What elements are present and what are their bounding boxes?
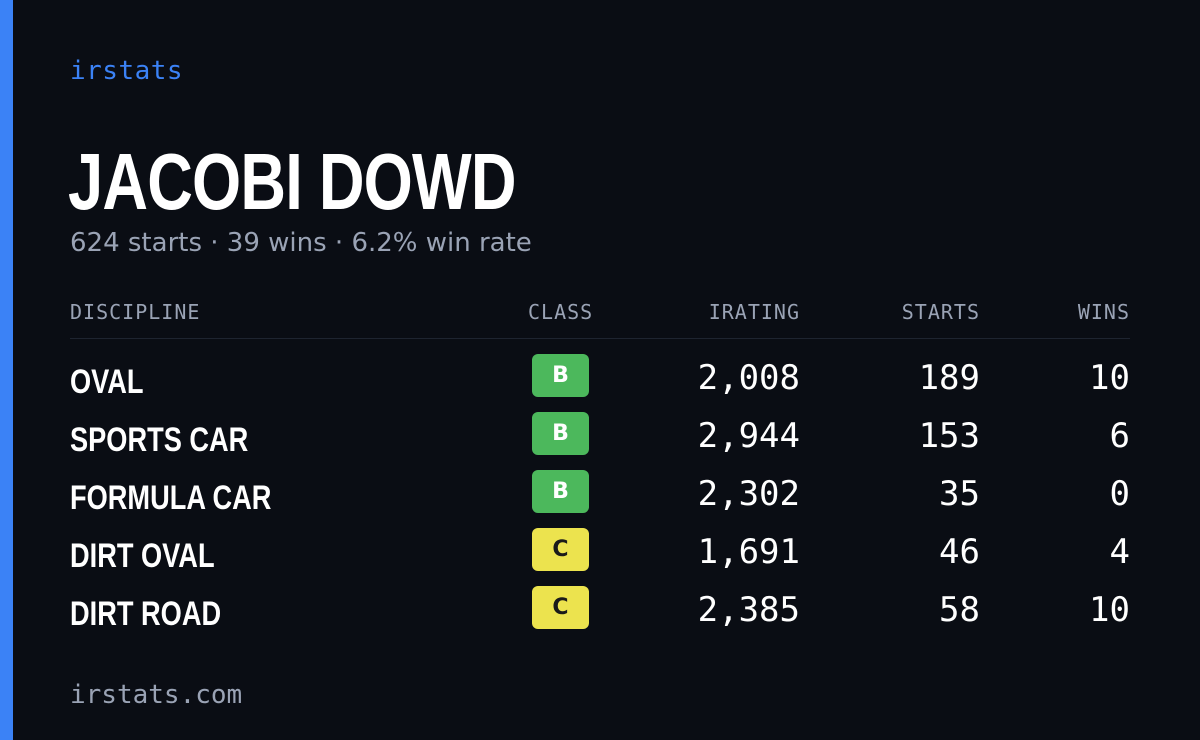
driver-name: JACOBI DOWD: [68, 137, 517, 226]
column-header-starts: STARTS: [901, 300, 980, 324]
irating-value: 1,691: [697, 532, 800, 572]
footer-url: irstats.com: [70, 680, 243, 710]
column-header-irating: IRATING: [708, 300, 800, 324]
class-badge: B: [532, 412, 589, 455]
table-row: SPORTS CAR B 2,944 153 6: [70, 406, 1130, 464]
starts-value: 58: [939, 590, 980, 630]
column-header-wins: WINS: [1077, 300, 1130, 324]
wins-value: 10: [1089, 590, 1130, 630]
table-row: OVAL B 2,008 189 10: [70, 348, 1130, 406]
starts-value: 46: [939, 532, 980, 572]
starts-value: 189: [918, 358, 980, 398]
discipline-name: FORMULA CAR: [70, 479, 272, 517]
irating-value: 2,944: [697, 416, 800, 456]
accent-bar: [0, 0, 13, 740]
irating-value: 2,385: [697, 590, 800, 630]
wins-value: 10: [1089, 358, 1130, 398]
discipline-name: SPORTS CAR: [70, 421, 249, 459]
wins-value: 6: [1109, 416, 1130, 456]
table-row: FORMULA CAR B 2,302 35 0: [70, 464, 1130, 522]
discipline-name: DIRT OVAL: [70, 537, 215, 575]
discipline-name: DIRT ROAD: [70, 595, 222, 633]
class-badge: B: [532, 470, 589, 513]
column-header-discipline: DISCIPLINE: [70, 300, 201, 324]
irating-value: 2,302: [697, 474, 800, 514]
table-header: DISCIPLINE CLASS IRATING STARTS WINS: [70, 300, 1130, 339]
class-badge: B: [532, 354, 589, 397]
driver-summary: 624 starts · 39 wins · 6.2% win rate: [70, 228, 532, 258]
starts-value: 153: [918, 416, 980, 456]
starts-value: 35: [939, 474, 980, 514]
class-badge: C: [532, 586, 589, 629]
discipline-name: OVAL: [70, 363, 144, 401]
brand-logo: irstats: [70, 56, 184, 86]
wins-value: 4: [1109, 532, 1130, 572]
class-badge: C: [532, 528, 589, 571]
irating-value: 2,008: [697, 358, 800, 398]
column-header-class: CLASS: [528, 300, 594, 324]
table-row: DIRT OVAL C 1,691 46 4: [70, 522, 1130, 580]
wins-value: 0: [1109, 474, 1130, 514]
table-row: DIRT ROAD C 2,385 58 10: [70, 580, 1130, 638]
stats-table: OVAL B 2,008 189 10 SPORTS CAR B 2,944 1…: [70, 348, 1130, 638]
